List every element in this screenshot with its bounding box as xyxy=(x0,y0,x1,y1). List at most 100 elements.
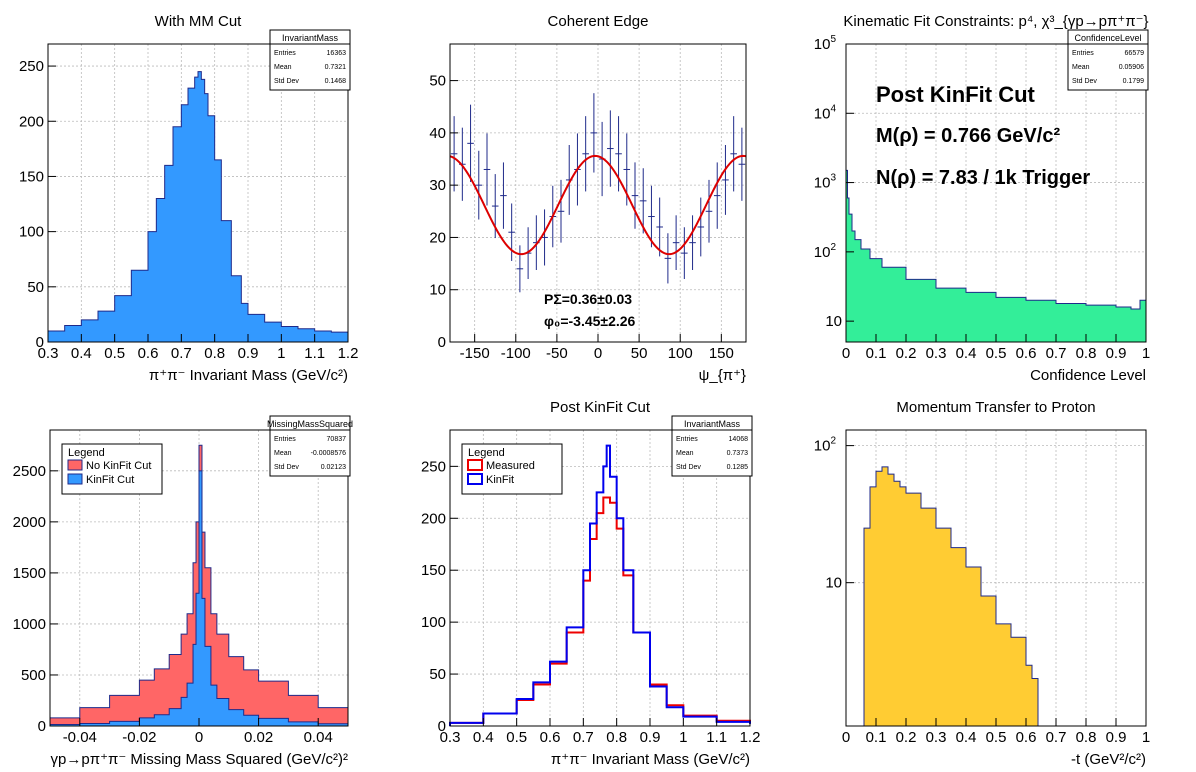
stats-box xyxy=(269,415,351,477)
x-tick-label: 0.4 xyxy=(956,345,977,362)
x-tick-label: 0.8 xyxy=(1076,729,1097,746)
plot-title: Coherent Edge xyxy=(548,13,649,30)
x-tick-label: 0.5 xyxy=(104,345,125,362)
stats-value: 0.1468 xyxy=(325,78,347,85)
y-tick-label: 2500 xyxy=(13,463,46,480)
x-tick-label: 0.4 xyxy=(956,729,977,746)
y-tick-label: 0 xyxy=(438,334,446,351)
x-tick-label: 0.1 xyxy=(866,729,887,746)
stats-value: 0.05906 xyxy=(1119,64,1144,71)
x-tick-label: 50 xyxy=(631,345,648,362)
x-tick-label: 0.8 xyxy=(1076,345,1097,362)
stats-label: Entries xyxy=(274,436,296,443)
plot-annotation: M(ρ) = 0.766 GeV/c² xyxy=(876,125,1060,147)
y-tick-label: 0 xyxy=(38,718,46,735)
legend-title: Legend xyxy=(68,447,105,459)
chart-p1: 0.3 0.4 0.5 0.6 0.7 0.8 0.9 1 1.1 1.2 0 50 100 150 200… xyxy=(19,13,358,384)
x-axis-label: γp→pπ⁺π⁻ Missing Mass Squared (GeV/c²)² xyxy=(51,751,348,768)
legend-entry: KinFit xyxy=(486,474,514,486)
x-tick-label: -150 xyxy=(460,345,490,362)
y-tick-label: 1500 xyxy=(13,565,46,582)
fit-annotation: φ₀=-3.45±2.26 xyxy=(544,313,636,329)
stats-value: 66579 xyxy=(1125,50,1145,57)
x-axis-label: Confidence Level xyxy=(1030,367,1146,384)
legend-entry: KinFit Cut xyxy=(86,474,134,486)
x-tick-label: 0.6 xyxy=(1016,729,1037,746)
chart-p2: PΣ=0.36±0.03 φ₀=-3.45±2.26 -150 -100 -50 0 50 1… xyxy=(429,13,747,384)
x-tick-label: 0 xyxy=(594,345,602,362)
y-tick-exponent: 3 xyxy=(830,173,836,184)
stats-box xyxy=(671,415,753,477)
x-axis-label: π⁺π⁻ Invariant Mass (GeV/c²) xyxy=(551,751,750,768)
x-tick-label: 0.9 xyxy=(1106,729,1127,746)
legend-swatch xyxy=(67,459,83,471)
x-axis-label: -t (GeV²/c²) xyxy=(1071,751,1146,768)
stats-title: InvariantMass xyxy=(282,33,339,43)
x-axis-label: ψ_{π⁺} xyxy=(699,367,746,384)
y-tick-label: 200 xyxy=(19,113,44,130)
y-tick-label: 250 xyxy=(421,458,446,475)
y-tick-label: 250 xyxy=(19,58,44,75)
x-tick-label: 0.7 xyxy=(171,345,192,362)
stats-value: 0.7321 xyxy=(325,64,347,71)
x-tick-label: 0.2 xyxy=(896,729,917,746)
stats-value: 0.1285 xyxy=(727,464,749,471)
y-tick-label: 200 xyxy=(421,510,446,527)
stats-title: InvariantMass xyxy=(684,419,741,429)
x-tick-label: 0.7 xyxy=(1046,729,1067,746)
x-tick-label: 0.5 xyxy=(506,729,527,746)
stats-label: Std Dev xyxy=(1072,78,1097,85)
x-tick-label: 0.9 xyxy=(1106,345,1127,362)
y-tick-label: 50 xyxy=(27,279,44,296)
stats-box xyxy=(1067,29,1149,91)
x-tick-label: 1 xyxy=(679,729,687,746)
x-tick-label: 0.3 xyxy=(926,729,947,746)
y-tick-label: 0 xyxy=(36,334,44,351)
histogram-bars xyxy=(845,169,1147,343)
y-tick-label: 100 xyxy=(421,614,446,631)
stats-label: Std Dev xyxy=(274,78,299,85)
stats-value: 0.1799 xyxy=(1123,78,1145,85)
legend-swatch xyxy=(467,459,483,471)
x-tick-label: 0.6 xyxy=(540,729,561,746)
stats-value: 0.02123 xyxy=(321,464,346,471)
x-tick-label: 0.7 xyxy=(573,729,594,746)
y-tick-label: 40 xyxy=(429,125,446,142)
x-tick-label: 1.2 xyxy=(740,729,761,746)
x-tick-label: -100 xyxy=(501,345,531,362)
y-tick-label: 50 xyxy=(429,73,446,90)
x-tick-label: 150 xyxy=(709,345,734,362)
stats-title: MissingMassSquared xyxy=(267,419,353,429)
histogram-bars xyxy=(49,470,349,727)
x-tick-label: 1 xyxy=(277,345,285,362)
stats-title: ConfidenceLevel xyxy=(1074,33,1141,43)
fit-annotation: PΣ=0.36±0.03 xyxy=(544,291,632,307)
stats-label: Entries xyxy=(676,436,698,443)
x-tick-label: 0.6 xyxy=(138,345,159,362)
y-tick-label: 100 xyxy=(19,224,44,241)
stats-label: Mean xyxy=(676,450,694,457)
y-tick-label: 102 xyxy=(814,242,837,261)
x-tick-label: 0.7 xyxy=(1046,345,1067,362)
histogram-bars xyxy=(47,71,349,343)
plot-title: Momentum Transfer to Proton xyxy=(896,399,1095,416)
y-tick-label: 0 xyxy=(438,718,446,735)
plot-annotation: N(ρ) = 7.83 / 1k Trigger xyxy=(876,167,1090,189)
x-tick-label: 0.4 xyxy=(473,729,494,746)
y-tick-label: 150 xyxy=(421,562,446,579)
plot-title: Kinematic Fit Constraints: p⁴, χ³_{γp→pπ… xyxy=(843,13,1148,30)
plot-annotation: Post KinFit Cut xyxy=(876,82,1036,107)
legend-title: Legend xyxy=(468,447,505,459)
x-tick-label: 0.5 xyxy=(986,729,1007,746)
y-tick-label: 1000 xyxy=(13,616,46,633)
y-tick-exponent: 2 xyxy=(830,436,836,447)
y-tick-label: 102 xyxy=(814,436,837,455)
y-tick-exponent: 2 xyxy=(830,242,836,253)
y-tick-label: 103 xyxy=(814,173,837,192)
y-tick-label: 10 xyxy=(429,282,446,299)
x-tick-label: 1.2 xyxy=(338,345,359,362)
x-tick-label: 1 xyxy=(1142,729,1150,746)
x-tick-label: 0.6 xyxy=(1016,345,1037,362)
plot-title: Post KinFit Cut xyxy=(550,399,651,416)
x-tick-label: 0.2 xyxy=(896,345,917,362)
